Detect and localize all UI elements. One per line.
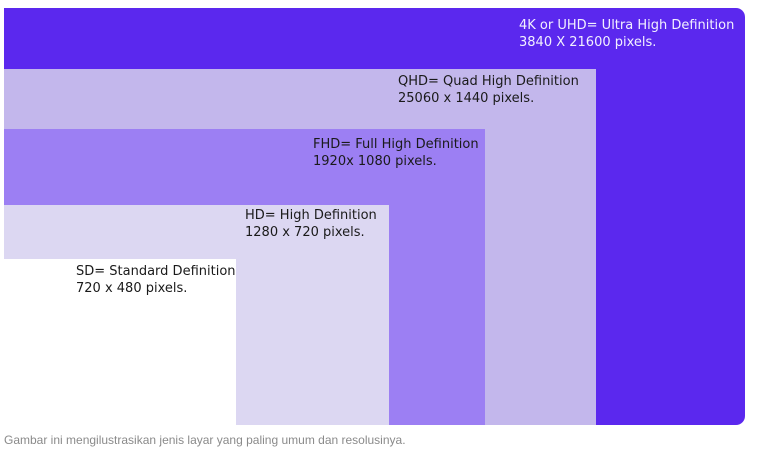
tier-qhd-title: QHD= Quad High Definition bbox=[398, 74, 579, 89]
label-hd: HD= High Definition 1280 x 720 pixels. bbox=[245, 207, 377, 241]
label-fhd: FHD= Full High Definition 1920x 1080 pix… bbox=[313, 136, 479, 170]
tier-sd bbox=[4, 259, 236, 425]
tier-qhd-resolution: 25060 x 1440 pixels. bbox=[398, 91, 535, 106]
tier-sd-resolution: 720 x 480 pixels. bbox=[76, 281, 188, 296]
tier-fhd-resolution: 1920x 1080 pixels. bbox=[313, 154, 437, 169]
tier-4k-resolution: 3840 X 21600 pixels. bbox=[519, 35, 657, 50]
resolution-diagram: 4K or UHD= Ultra High Definition 3840 X … bbox=[4, 8, 745, 425]
tier-fhd-title: FHD= Full High Definition bbox=[313, 137, 479, 152]
label-qhd: QHD= Quad High Definition 25060 x 1440 p… bbox=[398, 73, 579, 107]
tier-hd-resolution: 1280 x 720 pixels. bbox=[245, 225, 365, 240]
tier-hd-title: HD= High Definition bbox=[245, 208, 377, 223]
tier-4k-title: 4K or UHD= Ultra High Definition bbox=[519, 18, 735, 33]
tier-sd-title: SD= Standard Definition bbox=[76, 264, 236, 279]
label-sd: SD= Standard Definition 720 x 480 pixels… bbox=[76, 263, 236, 297]
figure-caption: Gambar ini mengilustrasikan jenis layar … bbox=[4, 433, 406, 447]
label-4k-uhd: 4K or UHD= Ultra High Definition 3840 X … bbox=[519, 17, 734, 51]
